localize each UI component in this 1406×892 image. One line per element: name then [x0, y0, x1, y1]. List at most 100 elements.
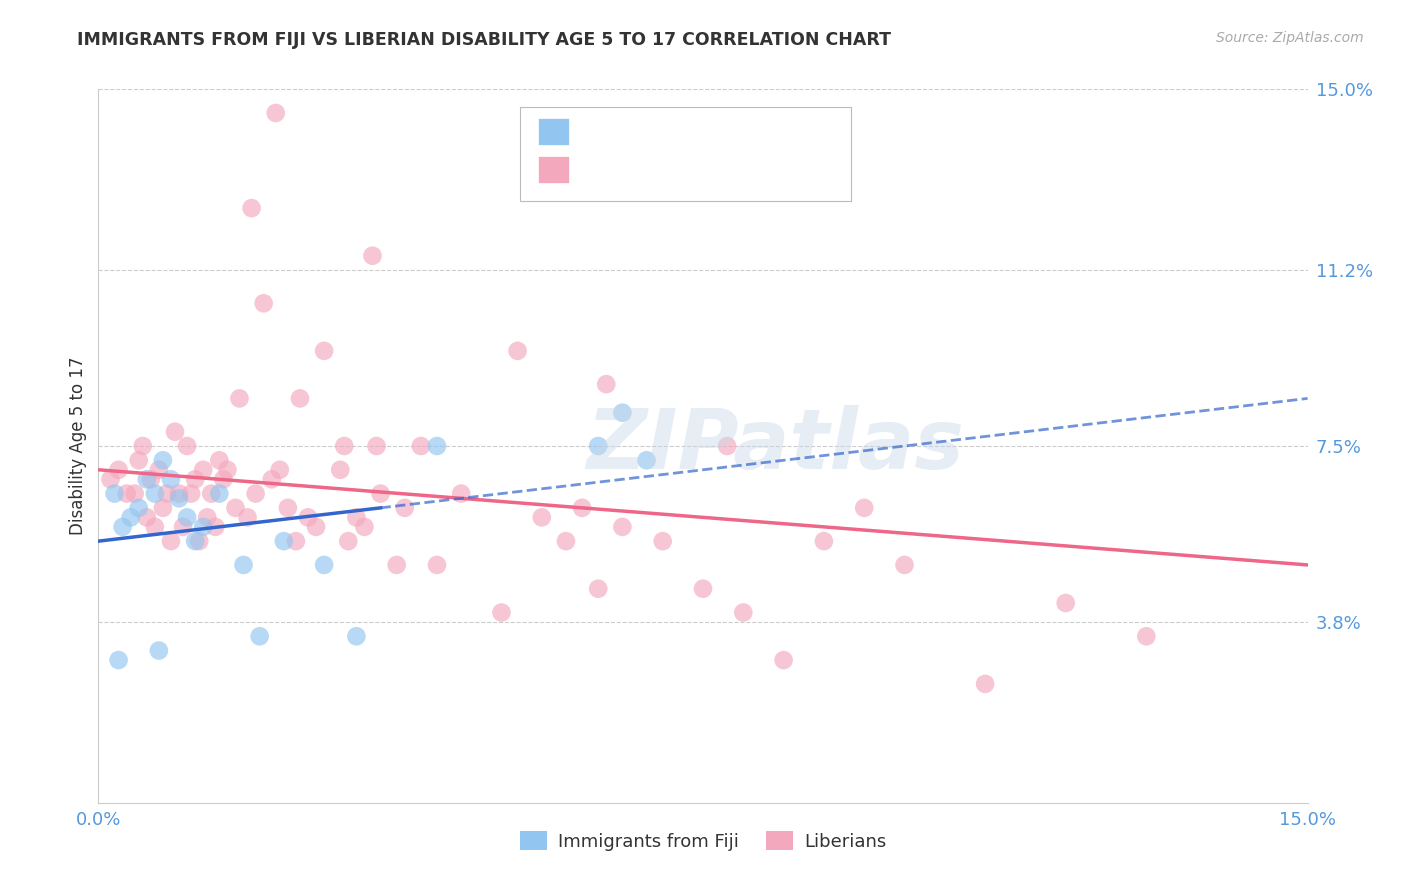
Point	[143, 520, 166, 534]
Point	[115, 486, 138, 500]
Point	[236, 510, 259, 524]
Point	[184, 472, 207, 486]
Point	[217, 463, 239, 477]
Point	[100, 472, 122, 486]
Text: Source: ZipAtlas.com: Source: ZipAtlas.com	[1216, 31, 1364, 45]
Point	[571, 500, 593, 515]
Point	[692, 582, 714, 596]
Point	[103, 486, 125, 500]
Point	[595, 377, 617, 392]
Point	[314, 558, 336, 572]
Point	[426, 439, 449, 453]
Point	[228, 392, 250, 406]
Point	[586, 439, 609, 453]
Point	[245, 486, 267, 500]
Point	[491, 606, 513, 620]
Point	[555, 534, 578, 549]
Point	[193, 463, 215, 477]
Point	[111, 520, 134, 534]
Point	[853, 500, 876, 515]
Point	[160, 472, 183, 486]
Point	[333, 439, 356, 453]
Point	[329, 463, 352, 477]
Point	[212, 472, 235, 486]
Point	[297, 510, 319, 524]
Point	[148, 643, 170, 657]
Point	[135, 472, 157, 486]
Point	[450, 486, 472, 500]
Point	[813, 534, 835, 549]
Point	[195, 510, 218, 524]
Point	[314, 343, 336, 358]
Point	[240, 201, 263, 215]
Point	[269, 463, 291, 477]
Point	[107, 653, 129, 667]
Point	[716, 439, 738, 453]
Point	[344, 629, 367, 643]
Point	[124, 486, 146, 500]
Text: 0.154: 0.154	[623, 122, 678, 140]
Point	[148, 463, 170, 477]
Point	[128, 500, 150, 515]
Point	[188, 534, 211, 549]
Point	[249, 629, 271, 643]
Point	[176, 439, 198, 453]
Point	[180, 486, 202, 500]
Point	[772, 653, 794, 667]
Point	[172, 520, 194, 534]
Point	[167, 491, 190, 506]
Point	[204, 520, 226, 534]
Point	[893, 558, 915, 572]
Text: ZIPatlas: ZIPatlas	[586, 406, 965, 486]
Y-axis label: Disability Age 5 to 17: Disability Age 5 to 17	[69, 357, 87, 535]
Point	[152, 500, 174, 515]
Point	[260, 472, 283, 486]
Point	[277, 500, 299, 515]
Point	[426, 558, 449, 572]
Point	[167, 486, 190, 500]
Point	[530, 510, 553, 524]
Point	[184, 534, 207, 549]
Point	[586, 582, 609, 596]
Point	[160, 534, 183, 549]
Point	[733, 606, 755, 620]
Text: R =: R =	[578, 161, 616, 178]
Text: IMMIGRANTS FROM FIJI VS LIBERIAN DISABILITY AGE 5 TO 17 CORRELATION CHART: IMMIGRANTS FROM FIJI VS LIBERIAN DISABIL…	[77, 31, 891, 49]
Point	[224, 500, 246, 515]
Point	[128, 453, 150, 467]
Point	[284, 534, 307, 549]
Point	[232, 558, 254, 572]
Point	[200, 486, 222, 500]
Point	[135, 510, 157, 524]
Point	[366, 439, 388, 453]
Point	[139, 472, 162, 486]
Point	[132, 439, 155, 453]
Point	[107, 463, 129, 477]
Point	[370, 486, 392, 500]
Point	[385, 558, 408, 572]
Point	[337, 534, 360, 549]
Point	[636, 453, 658, 467]
Text: 24: 24	[724, 122, 748, 140]
Point	[208, 486, 231, 500]
Point	[152, 453, 174, 467]
Point	[163, 425, 186, 439]
Point	[506, 343, 529, 358]
Text: N =: N =	[685, 161, 724, 178]
Point	[120, 510, 142, 524]
Point	[612, 520, 634, 534]
Point	[353, 520, 375, 534]
Point	[612, 406, 634, 420]
Point	[156, 486, 179, 500]
Point	[253, 296, 276, 310]
Point	[273, 534, 295, 549]
Point	[143, 486, 166, 500]
Text: N =: N =	[685, 122, 724, 140]
Point	[305, 520, 328, 534]
Point	[344, 510, 367, 524]
Point	[651, 534, 673, 549]
Point	[974, 677, 997, 691]
Point	[394, 500, 416, 515]
Point	[409, 439, 432, 453]
Point	[176, 510, 198, 524]
